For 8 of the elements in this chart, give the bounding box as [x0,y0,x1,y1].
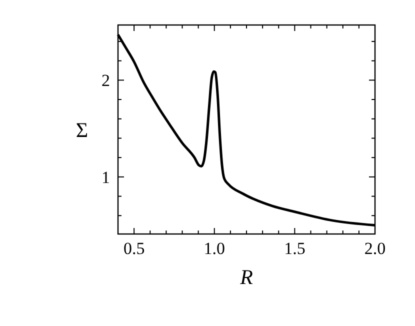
y-tick-label: 1 [102,168,110,187]
x-tick-label: 0.5 [123,239,145,258]
y-tick-label: 2 [102,71,110,90]
x-tick-label: 2.0 [364,239,386,258]
x-axis-title: R [239,265,254,289]
x-tick-label: 1.0 [204,239,225,258]
x-tick-label: 1.5 [284,239,306,258]
y-axis-title: Σ [76,118,88,142]
